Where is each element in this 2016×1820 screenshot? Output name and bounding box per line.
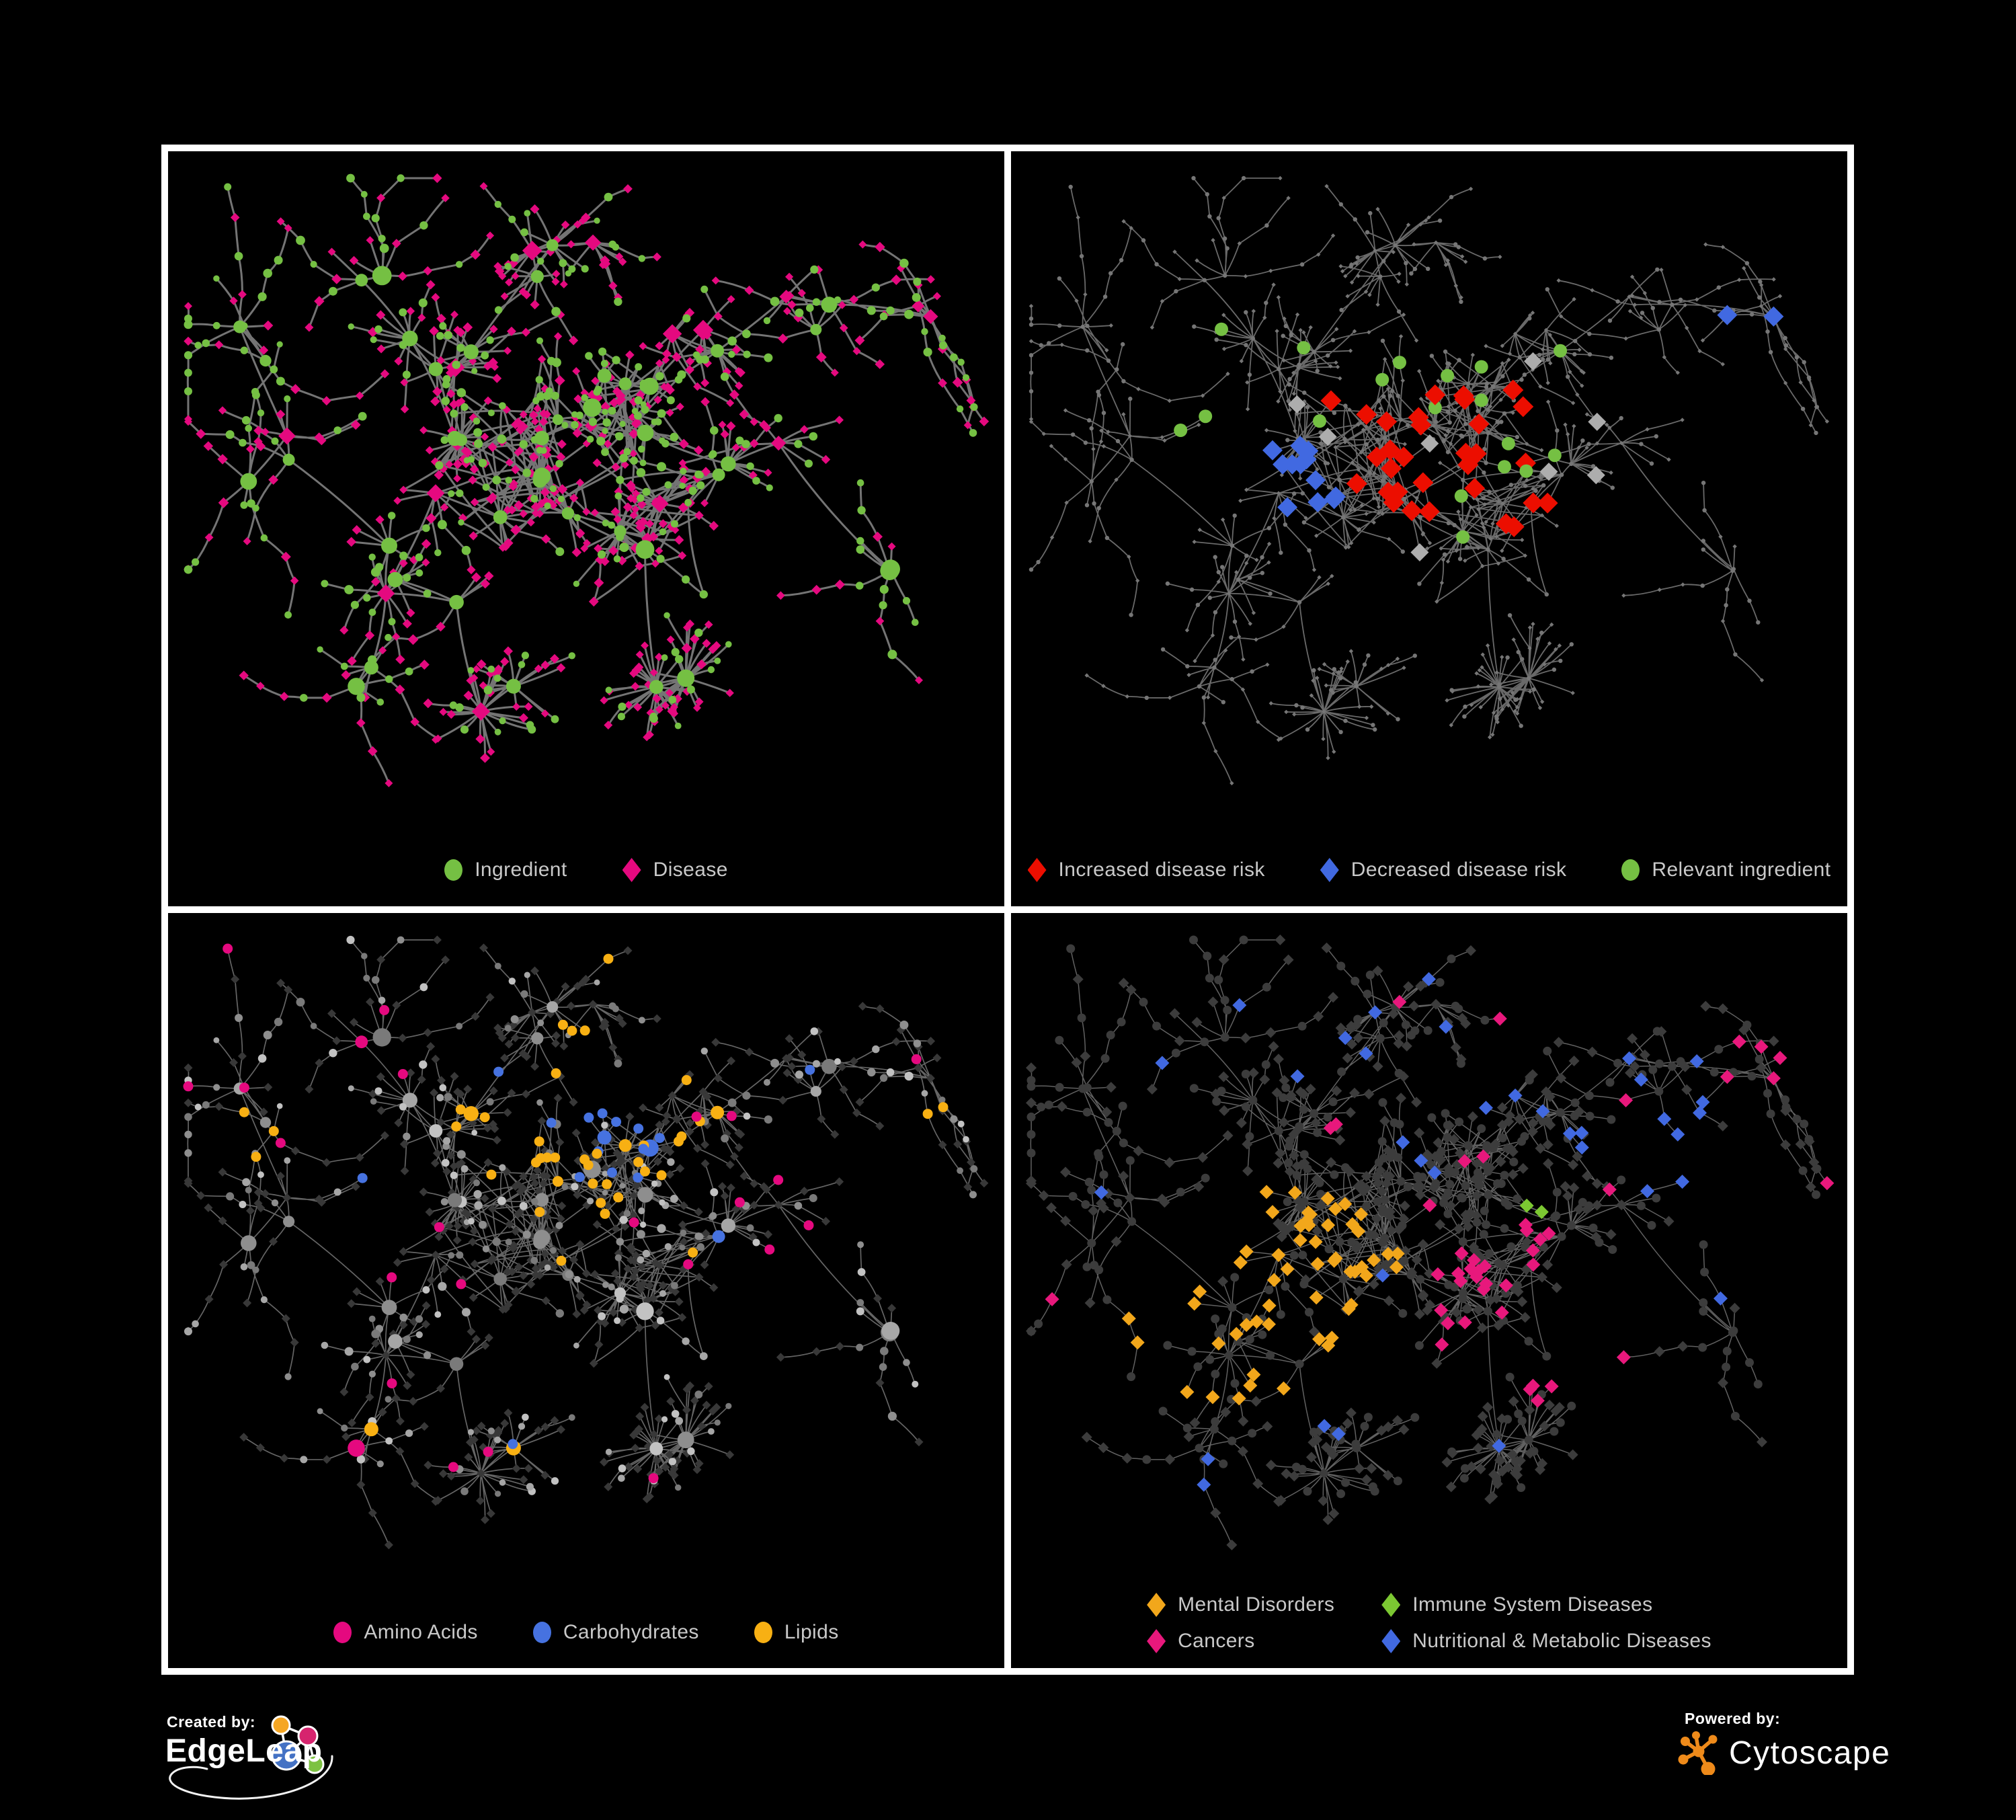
- panel-disease-risk-network: Increased disease risk Decreased disease …: [1011, 151, 1847, 906]
- legend-item-mental-disorders: Mental Disorders: [1147, 1593, 1334, 1617]
- powered-by-label: Powered by:: [1685, 1710, 1781, 1727]
- disease-risk-network-graph: [1029, 175, 1830, 786]
- legend-label: Relevant ingredient: [1652, 859, 1831, 881]
- diamond-swatch-icon: [1147, 1629, 1166, 1653]
- circle-swatch-icon: [532, 1622, 551, 1643]
- legend-item-decreased-disease-risk: Decreased disease risk: [1320, 858, 1567, 882]
- panel-disease-class-network: Mental Disorders Immune System Diseases Ca…: [1011, 913, 1847, 1668]
- edgeleap-logo-icon: [169, 1715, 333, 1800]
- legend-label: Nutritional & Metabolic Diseases: [1412, 1630, 1711, 1652]
- legend-item-ingredient: Ingredient: [444, 859, 567, 881]
- created-by-label: Created by:: [167, 1713, 256, 1731]
- legend-label: Mental Disorders: [1178, 1593, 1335, 1616]
- network-layer: [183, 935, 989, 1550]
- network-nodes: [184, 173, 990, 787]
- legend-item-increased-disease-risk: Increased disease risk: [1027, 858, 1265, 882]
- network-layer: [1026, 935, 1834, 1550]
- circle-swatch-icon: [1621, 859, 1640, 881]
- cytoscape-logo-text: Cytoscape: [1729, 1735, 1891, 1771]
- network-nodes: [1026, 935, 1834, 1550]
- edgeleap-logo-text: EdgeLeap: [165, 1733, 323, 1769]
- legend-label: Disease: [653, 859, 728, 881]
- cytoscape-logo: Cytoscape: [1678, 1731, 1960, 1775]
- network-layer: [1029, 175, 1830, 786]
- cytoscape-logo-icon: [1678, 1731, 1718, 1775]
- powered-by-credit: Powered by: Cytosc: [1678, 1710, 1960, 1797]
- diamond-swatch-icon: [1320, 858, 1339, 882]
- diamond-swatch-icon: [1381, 1629, 1401, 1653]
- network-nodes: [183, 935, 989, 1550]
- network-layer: [184, 173, 990, 787]
- panel-nutrient-class-network: Amino Acids Carbohydrates Lipids: [168, 913, 1004, 1668]
- legend-item-amino-acids: Amino Acids: [333, 1621, 477, 1644]
- network-nodes: [1029, 175, 1830, 786]
- legend-item-immune-system-diseases: Immune System Diseases: [1381, 1593, 1711, 1617]
- diamond-swatch-icon: [1381, 1593, 1401, 1617]
- legend-item-lipids: Lipids: [754, 1621, 839, 1644]
- nutrient-class-legend: Amino Acids Carbohydrates Lipids: [168, 1621, 1004, 1644]
- legend-label: Lipids: [784, 1621, 839, 1643]
- legend-label: Amino Acids: [364, 1621, 478, 1643]
- legend-item-relevant-ingredient: Relevant ingredient: [1621, 859, 1830, 881]
- legend-label: Carbohydrates: [563, 1621, 699, 1643]
- disease-class-network-graph: [1026, 935, 1834, 1550]
- nutrient-class-network-graph: [183, 935, 989, 1550]
- panel-grid: Ingredient Disease Increased disease risk…: [161, 145, 1854, 1675]
- legend-item-disease: Disease: [622, 858, 728, 882]
- legend-item-cancers: Cancers: [1147, 1629, 1334, 1653]
- ingredient-disease-network-graph: [184, 173, 990, 787]
- legend-label: Decreased disease risk: [1350, 859, 1567, 881]
- network-edges: [1030, 177, 1828, 784]
- legend-label: Increased disease risk: [1058, 859, 1265, 881]
- circle-swatch-icon: [333, 1622, 352, 1643]
- disease-class-legend: Mental Disorders Immune System Diseases Ca…: [1011, 1593, 1847, 1653]
- diamond-swatch-icon: [1147, 1593, 1166, 1617]
- circle-swatch-icon: [754, 1622, 772, 1643]
- diamond-swatch-icon: [622, 858, 641, 882]
- legend-label: Immune System Diseases: [1412, 1593, 1653, 1616]
- legend-item-nutritional-metabolic-diseases: Nutritional & Metabolic Diseases: [1381, 1629, 1711, 1653]
- legend-label: Cancers: [1178, 1630, 1255, 1652]
- legend-label: Ingredient: [475, 859, 567, 881]
- legend-item-carbohydrates: Carbohydrates: [532, 1621, 699, 1644]
- disease-risk-legend: Increased disease risk Decreased disease …: [1011, 858, 1847, 882]
- panel-ingredient-disease-network: Ingredient Disease: [168, 151, 1004, 906]
- created-by-credit: Created by: EdgeLeap: [163, 1713, 405, 1817]
- ingredient-disease-legend: Ingredient Disease: [168, 858, 1004, 882]
- diamond-swatch-icon: [1027, 858, 1047, 882]
- circle-swatch-icon: [444, 859, 463, 881]
